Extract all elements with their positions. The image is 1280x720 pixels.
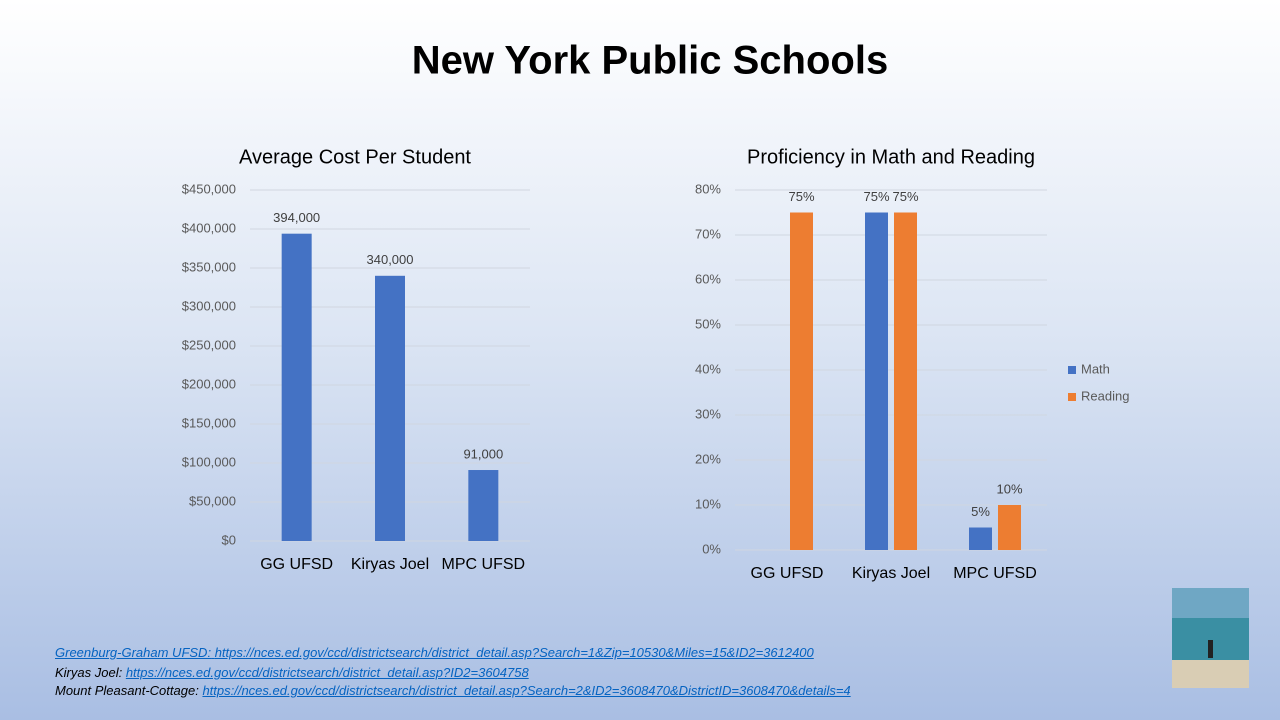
x-tick-label: Kiryas Joel <box>852 565 930 582</box>
chart-title: Average Cost Per Student <box>239 146 471 168</box>
y-tick-label: $350,000 <box>182 259 236 274</box>
y-tick-label: 0% <box>702 541 721 556</box>
y-tick-label: $250,000 <box>182 337 236 352</box>
source-link[interactable]: https://nces.ed.gov/ccd/districtsearch/d… <box>202 683 851 698</box>
x-tick-label: MPC UFSD <box>442 556 526 573</box>
y-tick-label: $200,000 <box>182 376 236 391</box>
y-tick-label: 20% <box>695 451 721 466</box>
x-tick-label: GG UFSD <box>260 556 333 573</box>
y-tick-label: 50% <box>695 316 721 331</box>
y-tick-label: $0 <box>222 532 236 547</box>
y-tick-label: 40% <box>695 361 721 376</box>
y-tick-label: $450,000 <box>182 181 236 196</box>
source-line: Kiryas Joel: https://nces.ed.gov/ccd/dis… <box>55 665 529 680</box>
y-tick-label: 80% <box>695 181 721 196</box>
source-label: Kiryas Joel: <box>55 665 123 680</box>
legend-swatch <box>1068 366 1076 374</box>
source-link[interactable]: https://nces.ed.gov/ccd/districtsearch/d… <box>125 665 529 680</box>
y-tick-label: 70% <box>695 226 721 241</box>
source-line: Mount Pleasant-Cottage: https://nces.ed.… <box>55 683 851 698</box>
bar <box>281 233 312 541</box>
chart-title: Proficiency in Math and Reading <box>747 146 1035 168</box>
source-url: https://nces.ed.gov/ccd/districtsearch/d… <box>214 645 814 660</box>
x-tick-label: MPC UFSD <box>953 565 1037 582</box>
data-label: 10% <box>996 481 1022 496</box>
y-tick-label: $100,000 <box>182 454 236 469</box>
y-tick-label: 60% <box>695 271 721 286</box>
y-tick-label: $300,000 <box>182 298 236 313</box>
legend-label: Math <box>1081 361 1110 376</box>
source-link[interactable]: Greenburg-Graham UFSD: https://nces.ed.g… <box>55 645 814 660</box>
source-label: Mount Pleasant-Cottage: <box>55 683 199 698</box>
y-tick-label: $50,000 <box>189 493 236 508</box>
data-label: 340,000 <box>367 252 414 267</box>
bar <box>865 212 888 550</box>
data-label: 75% <box>892 189 918 204</box>
bar <box>969 527 992 550</box>
y-tick-label: $150,000 <box>182 415 236 430</box>
source-line: Greenburg-Graham UFSD: https://nces.ed.g… <box>55 645 814 660</box>
bar <box>790 212 813 550</box>
data-label: 75% <box>788 189 814 204</box>
data-label: 75% <box>863 189 889 204</box>
legend-swatch <box>1068 393 1076 401</box>
x-tick-label: GG UFSD <box>751 565 824 582</box>
legend-label: Reading <box>1081 388 1129 403</box>
y-tick-label: $400,000 <box>182 220 236 235</box>
photo <box>1172 588 1249 688</box>
bar <box>894 212 917 550</box>
data-label: 5% <box>971 504 990 519</box>
y-tick-label: 10% <box>695 496 721 511</box>
y-tick-label: 30% <box>695 406 721 421</box>
data-label: 394,000 <box>273 210 320 225</box>
x-tick-label: Kiryas Joel <box>351 556 429 573</box>
data-label: 91,000 <box>463 446 503 461</box>
bar <box>468 470 499 541</box>
bar <box>375 275 405 541</box>
slide-title: New York Public Schools <box>412 39 888 83</box>
bar <box>998 505 1021 550</box>
source-label: Greenburg-Graham UFSD: <box>55 645 212 660</box>
